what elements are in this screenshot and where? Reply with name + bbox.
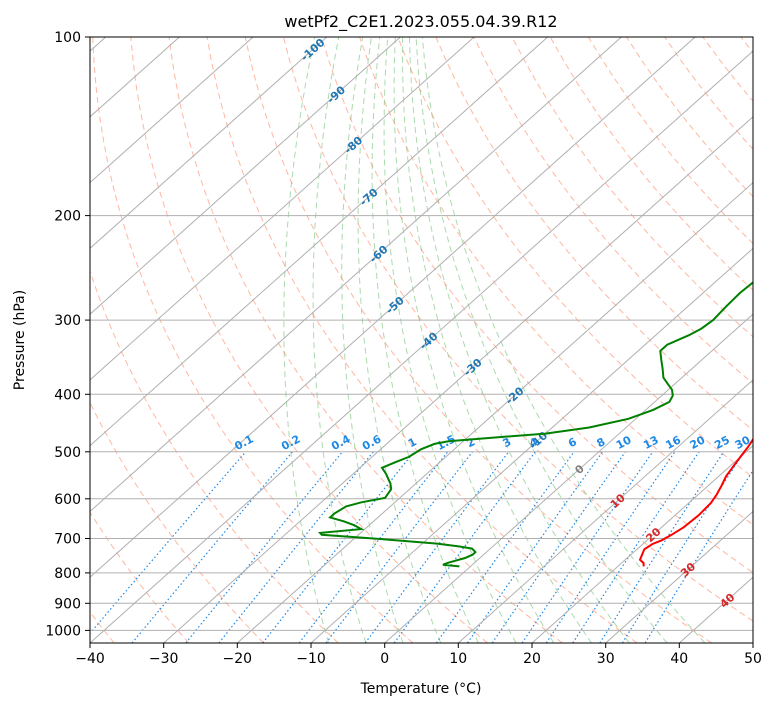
y-tick-label-4: 500 — [54, 445, 81, 461]
mixing-ratio-line-10 — [467, 451, 604, 643]
mixing-ratio-label-15: 25 — [712, 433, 732, 452]
mixing-ratio-label-11: 10 — [614, 433, 634, 452]
isotherm-30 — [605, 510, 753, 643]
dry-adiabat-60 — [321, 37, 753, 574]
isotherm--60 — [90, 37, 622, 513]
dry-adiabat--30 — [90, 511, 190, 643]
x-tick-label-9: 50 — [744, 651, 762, 667]
moist-adiabat-2 — [341, 37, 404, 643]
isotherm-20 — [531, 445, 753, 643]
dry-adiabat-10 — [130, 37, 488, 643]
y-tick-label-2: 300 — [54, 313, 81, 329]
moist-adiabat-9 — [415, 37, 668, 643]
mixing-ratio-line-11 — [491, 451, 626, 643]
dry-adiabat-110 — [511, 37, 753, 338]
y-tick-label-6: 700 — [54, 532, 81, 548]
y-tick-label-7: 800 — [54, 566, 81, 582]
dry-adiabat--10 — [90, 269, 339, 643]
isotherm--100 — [90, 37, 328, 250]
moist-adiabat-6 — [393, 37, 555, 643]
isotherm--110 — [90, 37, 254, 184]
mixing-ratio-label-12: 13 — [641, 433, 661, 452]
y-tick-label-1: 200 — [54, 209, 81, 225]
dry-adiabat-20 — [168, 37, 563, 643]
y-tick-label-3: 400 — [54, 387, 81, 403]
x-tick-label-7: 30 — [597, 651, 615, 667]
mixing-ratio-line-12 — [521, 451, 654, 643]
plot-area: 0.10.20.40.611.52346810131620253036-100-… — [90, 37, 753, 643]
isotherm--40 — [90, 50, 753, 643]
dewpoint-line — [318, 281, 753, 568]
dry-adiabats — [90, 37, 753, 643]
isotherm--30 — [163, 116, 753, 643]
isotherm-10 — [457, 379, 753, 643]
x-axis-title: Temperature (°C) — [360, 681, 482, 697]
dry-adiabat-40 — [244, 37, 712, 643]
dry-adiabat-80 — [397, 37, 753, 478]
moist-adiabat-7 — [401, 37, 593, 643]
x-axis-ticks: −40 −30 −20 −10 0 10 20 30 40 50 — [75, 643, 762, 667]
mixing-ratio-line-14 — [572, 451, 700, 643]
y-tick-label-9: 1000 — [45, 623, 81, 639]
y-tick-label-0: 100 — [54, 30, 81, 46]
x-tick-label-3: −10 — [296, 651, 326, 667]
mixing-ratio-line-7 — [364, 451, 510, 643]
y-axis-title: Pressure (hPa) — [12, 290, 28, 390]
moist-adiabat-5 — [383, 37, 517, 643]
isotherm-0 — [384, 313, 753, 643]
plot-frame — [89, 36, 754, 644]
moist-adiabat-1 — [312, 37, 367, 643]
mixing-ratio-line-13 — [545, 451, 676, 643]
mixing-ratio-label-14: 20 — [688, 433, 708, 452]
chart-title: wetPf2_C2E1.2023.055.04.39.R12 — [284, 12, 557, 32]
dry-adiabat-120 — [549, 37, 753, 291]
y-axis-ticks: 100 200 300 400 500 600 700 800 900 1000 — [45, 30, 90, 639]
mixing-ratio-line-9 — [435, 451, 575, 643]
mixing-ratio-line-2 — [185, 451, 343, 643]
moist-adiabat-8 — [409, 37, 630, 643]
x-tick-label-0: −40 — [75, 651, 105, 667]
x-tick-label-1: −30 — [149, 651, 179, 667]
moist-adiabat-0 — [283, 37, 330, 643]
x-tick-label-2: −20 — [223, 651, 253, 667]
mixing-ratio-line-15 — [599, 451, 725, 643]
isotherm--20 — [236, 181, 753, 643]
isotherm--80 — [90, 37, 475, 381]
dry-adiabat-30 — [206, 37, 638, 643]
dry-adiabat-50 — [282, 37, 753, 622]
mixing-ratio-line-16 — [621, 451, 745, 643]
x-tick-label-5: 10 — [449, 651, 467, 667]
isotherm--90 — [90, 37, 401, 315]
y-tick-label-5: 600 — [54, 492, 81, 508]
mixing-ratio-line-3 — [218, 451, 374, 643]
moist-adiabat-10 — [421, 37, 706, 643]
dry-adiabat-90 — [435, 37, 753, 431]
x-tick-label-4: 0 — [380, 651, 389, 667]
x-tick-label-6: 20 — [523, 651, 541, 667]
isotherm--70 — [90, 37, 549, 447]
dry-adiabat-70 — [359, 37, 753, 526]
isotherm--50 — [90, 37, 696, 578]
y-tick-label-8: 900 — [54, 596, 81, 612]
x-tick-label-8: 40 — [670, 651, 688, 667]
dry-adiabat-100 — [473, 37, 753, 385]
mixing-ratio-line-6 — [325, 451, 473, 643]
mixing-ratio-line-4 — [262, 451, 415, 643]
mixing-ratio-lines — [90, 451, 753, 643]
temperature-line — [638, 437, 753, 567]
mixing-ratio-label-13: 16 — [663, 433, 683, 452]
